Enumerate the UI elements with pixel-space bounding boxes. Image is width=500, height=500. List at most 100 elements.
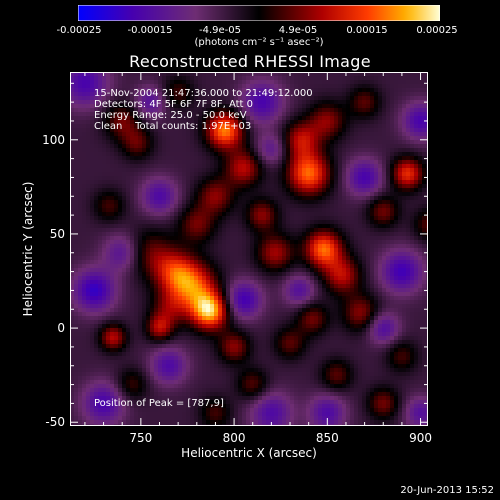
- heatmap-cell: [226, 256, 231, 261]
- heatmap-cell: [378, 200, 383, 205]
- heatmap-cell: [274, 260, 279, 265]
- heatmap-cell: [346, 204, 351, 209]
- heatmap-cell: [346, 164, 351, 169]
- heatmap-cell: [118, 132, 123, 137]
- heatmap-cell: [186, 148, 191, 153]
- heatmap-cell: [338, 152, 343, 157]
- heatmap-cell: [334, 232, 339, 237]
- heatmap-cell: [214, 196, 219, 201]
- heatmap-cell: [210, 108, 215, 113]
- heatmap-cell: [230, 276, 235, 281]
- heatmap-cell: [194, 140, 199, 145]
- heatmap-cell: [334, 112, 339, 117]
- heatmap-cell: [146, 276, 151, 281]
- heatmap-cell: [314, 244, 319, 249]
- heatmap-cell: [410, 140, 415, 145]
- heatmap-cell: [394, 280, 399, 285]
- heatmap-cell: [230, 124, 235, 129]
- heatmap-cell: [286, 92, 291, 97]
- heatmap-cell: [306, 76, 311, 81]
- heatmap-cell: [110, 144, 115, 149]
- heatmap-cell: [358, 116, 363, 121]
- heatmap-cell: [258, 164, 263, 169]
- heatmap-cell: [134, 128, 139, 133]
- heatmap-cell: [118, 292, 123, 297]
- heatmap-cell: [282, 240, 287, 245]
- heatmap-cell: [74, 180, 79, 185]
- heatmap-cell: [206, 248, 211, 253]
- heatmap-cell: [386, 72, 391, 77]
- heatmap-cell: [262, 120, 267, 125]
- heatmap-cell: [174, 116, 179, 121]
- heatmap-cell: [174, 204, 179, 209]
- heatmap-cell: [186, 276, 191, 281]
- heatmap-cell: [294, 188, 299, 193]
- heatmap-cell: [162, 292, 167, 297]
- heatmap-cell: [306, 104, 311, 109]
- heatmap-cell: [170, 96, 175, 101]
- heatmap-cell: [258, 232, 263, 237]
- heatmap-cell: [70, 112, 75, 117]
- heatmap-cell: [386, 192, 391, 197]
- heatmap-cell: [194, 284, 199, 289]
- heatmap-cell: [362, 200, 367, 205]
- heatmap-cell: [282, 288, 287, 293]
- heatmap-cell: [74, 156, 79, 161]
- heatmap-cell: [214, 224, 219, 229]
- heatmap-cell: [242, 188, 247, 193]
- heatmap-cell: [414, 260, 419, 265]
- heatmap-cell: [130, 216, 135, 221]
- heatmap-cell: [402, 156, 407, 161]
- heatmap-cell: [270, 192, 275, 197]
- heatmap-cell: [198, 140, 203, 145]
- heatmap-cell: [410, 200, 415, 205]
- heatmap-cell: [414, 288, 419, 293]
- heatmap-cell: [318, 176, 323, 181]
- heatmap-cell: [290, 236, 295, 241]
- heatmap-cell: [298, 120, 303, 125]
- heatmap-cell: [394, 88, 399, 93]
- colorbar-tick-label: -0.00025: [56, 25, 102, 36]
- heatmap-cell: [382, 120, 387, 125]
- heatmap-cell: [166, 156, 171, 161]
- heatmap-cell: [246, 236, 251, 241]
- heatmap-cell: [354, 284, 359, 289]
- heatmap-cell: [294, 160, 299, 165]
- heatmap-cell: [162, 76, 167, 81]
- heatmap-cell: [186, 156, 191, 161]
- heatmap-cell: [130, 116, 135, 121]
- heatmap-cell: [286, 104, 291, 109]
- heatmap-cell: [122, 252, 127, 257]
- heatmap-cell: [282, 84, 287, 89]
- heatmap-cell: [382, 272, 387, 277]
- heatmap-cell: [282, 236, 287, 241]
- heatmap-cell: [194, 172, 199, 177]
- heatmap-cell: [370, 244, 375, 249]
- heatmap-cell: [186, 292, 191, 297]
- heatmap-cell: [154, 240, 159, 245]
- heatmap-cell: [386, 244, 391, 249]
- heatmap-cell: [314, 220, 319, 225]
- heatmap-cell: [194, 292, 199, 297]
- heatmap-cell: [130, 284, 135, 289]
- heatmap-cell: [362, 148, 367, 153]
- heatmap-cell: [186, 268, 191, 273]
- heatmap-cell: [294, 76, 299, 81]
- heatmap-cell: [266, 232, 271, 237]
- heatmap-cell: [278, 228, 283, 233]
- heatmap-cell: [366, 188, 371, 193]
- heatmap-cell: [182, 220, 187, 225]
- heatmap-cell: [74, 136, 79, 141]
- heatmap-cell: [298, 212, 303, 217]
- heatmap-cell: [390, 212, 395, 217]
- heatmap-cell: [178, 76, 183, 81]
- heatmap-cell: [222, 148, 227, 153]
- heatmap-cell: [70, 172, 75, 177]
- heatmap-cell: [154, 204, 159, 209]
- heatmap-cell: [86, 112, 91, 117]
- heatmap-cell: [234, 196, 239, 201]
- heatmap-cell: [334, 92, 339, 97]
- heatmap-cell: [338, 172, 343, 177]
- heatmap-cell: [386, 152, 391, 157]
- heatmap-cell: [302, 236, 307, 241]
